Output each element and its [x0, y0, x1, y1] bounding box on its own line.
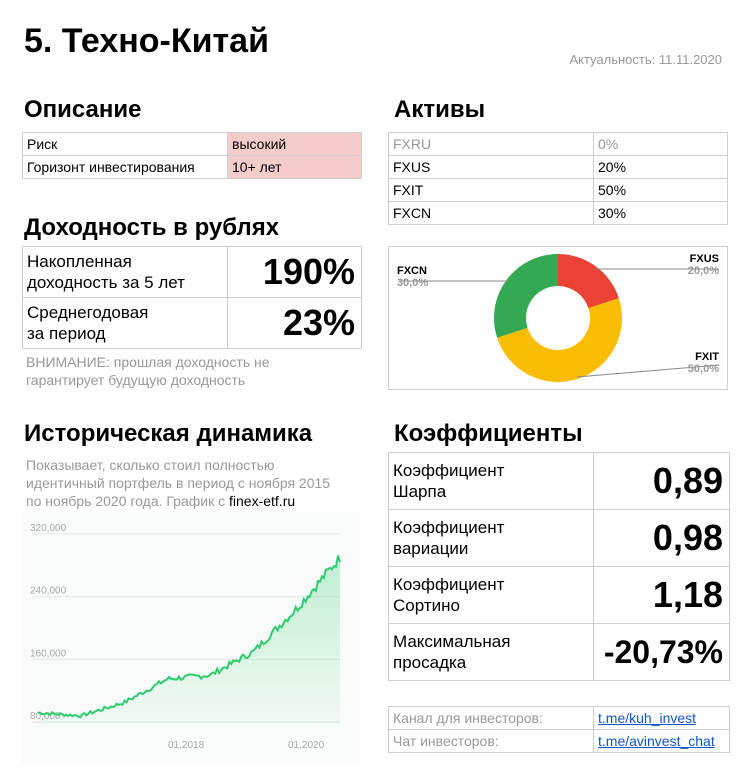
- table-row: Коэффициент Шарпа 0,89: [388, 452, 730, 510]
- asset-pie-chart: FXCN 30,0% FXUS 20,0% FXIT 50,0%: [388, 246, 728, 390]
- asset-value: 30%: [593, 201, 728, 225]
- pie-svg: [399, 254, 720, 382]
- history-description: Показывает, сколько стоил полностью иден…: [26, 457, 331, 509]
- asset-label: FXIT: [388, 178, 594, 202]
- cumulative-return-value: 190%: [227, 246, 362, 298]
- asset-label: FXRU: [388, 132, 594, 156]
- chat-link[interactable]: t.me/avinvest_chat: [593, 729, 730, 753]
- description-heading: Описание: [24, 96, 142, 123]
- source-link[interactable]: finex-etf.ru: [229, 493, 296, 509]
- channel-link[interactable]: t.me/kuh_invest: [593, 706, 730, 730]
- links-table: Канал для инвесторов: t.me/kuh_invest Ча…: [388, 706, 730, 753]
- returns-heading: Доходность в рублях: [24, 214, 280, 241]
- table-row: FXRU 0%: [388, 132, 728, 156]
- sharpe-label: Коэффициент Шарпа: [388, 452, 594, 510]
- assets-heading: Активы: [394, 96, 486, 123]
- table-row: Накопленная доходность за 5 лет 190%: [22, 246, 362, 298]
- asset-label: FXUS: [388, 155, 594, 179]
- chat-label: Чат инвесторов:: [388, 729, 594, 753]
- table-row: Среднегодовая за период 23%: [22, 297, 362, 349]
- table-row: FXIT 50%: [388, 178, 728, 202]
- annual-return-label: Среднегодовая за период: [22, 297, 228, 349]
- history-area: [38, 555, 340, 726]
- coefficients-heading: Коэффициенты: [394, 420, 583, 447]
- history-line: [37, 555, 341, 719]
- annual-return-value: 23%: [227, 297, 362, 349]
- horizon-value: 10+ лет: [227, 155, 362, 179]
- sharpe-value: 0,89: [593, 452, 730, 510]
- y-tick-label: 320,000: [30, 523, 67, 534]
- variation-label: Коэффициент вариации: [388, 509, 594, 567]
- asset-label: FXCN: [388, 201, 594, 225]
- table-row: FXUS 20%: [388, 155, 728, 179]
- date-label: Актуальность: 11.11.2020: [569, 52, 722, 67]
- horizon-label: Горизонт инвестирования: [22, 155, 228, 179]
- history-heading: Историческая динамика: [24, 420, 313, 447]
- assets-table: FXRU 0% FXUS 20% FXIT 50% FXCN 30%: [388, 132, 728, 225]
- table-row: Максимальная просадка -20,73%: [388, 623, 730, 681]
- pie-slice-fxit: [497, 298, 622, 382]
- page-title: 5. Техно-Китай: [24, 22, 269, 60]
- returns-disclaimer: ВНИМАНИЕ: прошлая доходность не гарантир…: [26, 354, 270, 388]
- pie-label-fxus: FXUS 20,0%: [687, 253, 719, 277]
- pie-label-fxit: FXIT 50,0%: [687, 351, 719, 375]
- sortino-label: Коэффициент Сортино: [388, 566, 594, 624]
- risk-value: высокий: [227, 132, 362, 156]
- asset-value: 0%: [593, 132, 728, 156]
- table-row: Горизонт инвестирования 10+ лет: [22, 155, 362, 179]
- channel-label: Канал для инвесторов:: [388, 706, 594, 730]
- risk-label: Риск: [22, 132, 228, 156]
- asset-value: 20%: [593, 155, 728, 179]
- coefficients-table: Коэффициент Шарпа 0,89 Коэффициент вариа…: [388, 452, 730, 681]
- table-row: Чат инвесторов: t.me/avinvest_chat: [388, 729, 730, 753]
- table-row: Риск высокий: [22, 132, 362, 156]
- pie-slice-fxus: [558, 254, 619, 309]
- cumulative-return-label: Накопленная доходность за 5 лет: [22, 246, 228, 298]
- drawdown-label: Максимальная просадка: [388, 623, 594, 681]
- pie-label-fxcn: FXCN 30,0%: [397, 265, 429, 289]
- sortino-value: 1,18: [593, 566, 730, 624]
- table-row: Коэффициент вариации 0,98: [388, 509, 730, 567]
- drawdown-value: -20,73%: [593, 623, 730, 681]
- pie-slice-fxcn: [494, 254, 558, 338]
- x-tick-label: 01.2018: [168, 740, 205, 751]
- fxit-leader-line: [576, 364, 720, 378]
- variation-value: 0,98: [593, 509, 730, 567]
- y-tick-label: 240,000: [30, 586, 67, 597]
- x-tick-label: 01.2020: [288, 740, 325, 751]
- table-row: Коэффициент Сортино 1,18: [388, 566, 730, 624]
- asset-value: 50%: [593, 178, 728, 202]
- y-tick-label: 160,000: [30, 648, 67, 659]
- returns-table: Накопленная доходность за 5 лет 190% Сре…: [22, 246, 362, 349]
- table-row: FXCN 30%: [388, 201, 728, 225]
- table-row: Канал для инвесторов: t.me/kuh_invest: [388, 706, 730, 730]
- description-table: Риск высокий Горизонт инвестирования 10+…: [22, 132, 362, 179]
